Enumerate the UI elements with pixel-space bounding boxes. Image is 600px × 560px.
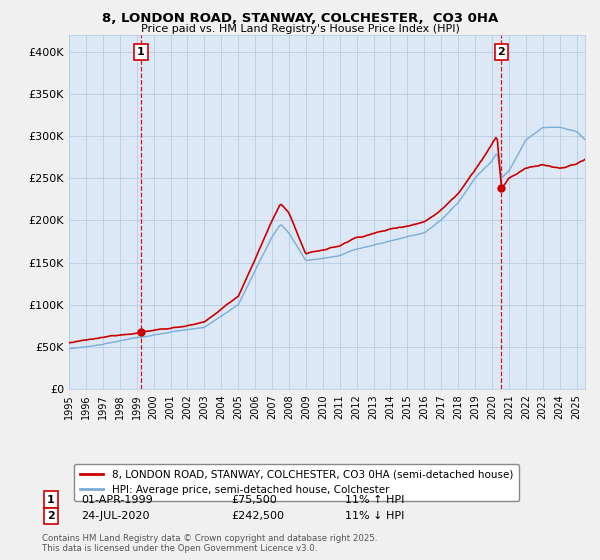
Text: 11% ↑ HPI: 11% ↑ HPI — [345, 494, 404, 505]
Legend: 8, LONDON ROAD, STANWAY, COLCHESTER, CO3 0HA (semi-detached house), HPI: Average: 8, LONDON ROAD, STANWAY, COLCHESTER, CO3… — [74, 464, 520, 501]
Text: Price paid vs. HM Land Registry's House Price Index (HPI): Price paid vs. HM Land Registry's House … — [140, 24, 460, 34]
Text: 11% ↓ HPI: 11% ↓ HPI — [345, 511, 404, 521]
Text: 01-APR-1999: 01-APR-1999 — [81, 494, 153, 505]
Text: 8, LONDON ROAD, STANWAY, COLCHESTER,  CO3 0HA: 8, LONDON ROAD, STANWAY, COLCHESTER, CO3… — [102, 12, 498, 25]
Text: £242,500: £242,500 — [231, 511, 284, 521]
Text: 1: 1 — [137, 47, 145, 57]
Text: 2: 2 — [497, 47, 505, 57]
Text: 24-JUL-2020: 24-JUL-2020 — [81, 511, 149, 521]
Text: Contains HM Land Registry data © Crown copyright and database right 2025.
This d: Contains HM Land Registry data © Crown c… — [42, 534, 377, 553]
Text: £75,500: £75,500 — [231, 494, 277, 505]
Text: 1: 1 — [47, 494, 55, 505]
Text: 2: 2 — [47, 511, 55, 521]
